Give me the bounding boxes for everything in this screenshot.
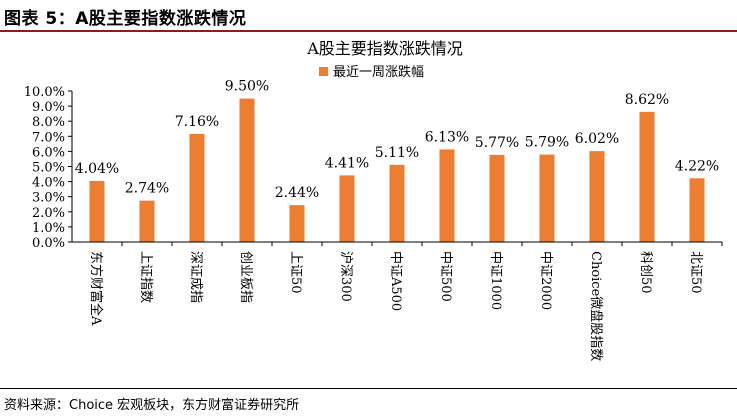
y-tick-label: 0.0% bbox=[32, 236, 65, 251]
x-tick-label: 沪深300 bbox=[338, 251, 354, 302]
y-tick-label: 9.0% bbox=[32, 100, 65, 115]
legend-swatch bbox=[319, 67, 328, 76]
bar bbox=[689, 178, 705, 242]
bar bbox=[639, 111, 655, 242]
bars bbox=[89, 98, 705, 242]
x-tick-label: 北证50 bbox=[688, 251, 703, 294]
x-tick-label: 东方财富全A bbox=[88, 251, 104, 326]
y-tick-label: 1.0% bbox=[32, 221, 65, 236]
x-tick-label: 科创50 bbox=[638, 251, 653, 294]
bar bbox=[539, 154, 555, 242]
bar bbox=[289, 205, 305, 242]
data-label: 6.13% bbox=[425, 129, 469, 145]
x-tick-label: 中证1000 bbox=[488, 251, 503, 310]
data-label: 4.41% bbox=[325, 155, 369, 171]
x-axis-labels: 东方财富全A 上证指数 深证成指 创业板指 上证50 沪深300 中证A500 中证500 中证… bbox=[88, 242, 723, 361]
y-axis: 0.0%1.0%2.0%3.0%4.0%5.0%6.0%7.0%8.0%9.0%… bbox=[24, 85, 72, 251]
x-tick-label: 中证2000 bbox=[538, 251, 553, 310]
figure-title: 图表 5：A股主要指数涨跌情况 bbox=[4, 9, 247, 29]
source-note: 资料来源：Choice 宏观板块，东方财富证券研究所 bbox=[4, 398, 300, 413]
data-label: 5.79% bbox=[525, 135, 569, 151]
bar bbox=[489, 154, 505, 242]
x-tick-label: 上证指数 bbox=[138, 251, 153, 303]
bar-chart: A股主要指数涨跌情况 最近一周涨跌幅 0.0%1.0%2.0%3.0%4.0%5… bbox=[24, 39, 723, 361]
bar bbox=[89, 180, 105, 242]
title-rule bbox=[0, 30, 737, 32]
x-tick-label: 中证500 bbox=[438, 251, 453, 302]
bar bbox=[389, 164, 405, 242]
legend: 最近一周涨跌幅 bbox=[319, 64, 424, 80]
data-label: 2.44% bbox=[275, 185, 319, 201]
data-label: 6.02% bbox=[575, 131, 619, 147]
x-tick-label: 创业板指 bbox=[238, 251, 253, 303]
data-label: 2.74% bbox=[125, 181, 169, 197]
data-label: 4.22% bbox=[675, 158, 719, 174]
data-label: 4.04% bbox=[75, 161, 119, 177]
x-tick-label: 上证50 bbox=[288, 251, 303, 294]
y-tick-label: 6.0% bbox=[32, 145, 65, 160]
x-tick-label: 深证成指 bbox=[188, 251, 203, 303]
y-tick-label: 8.0% bbox=[32, 115, 65, 130]
bar bbox=[339, 175, 355, 242]
y-tick-label: 7.0% bbox=[32, 130, 65, 145]
bar bbox=[189, 133, 205, 242]
data-label: 5.77% bbox=[475, 135, 519, 151]
y-tick-label: 3.0% bbox=[32, 191, 65, 206]
data-label: 8.62% bbox=[625, 92, 669, 108]
bar bbox=[589, 151, 605, 242]
y-tick-label: 2.0% bbox=[32, 206, 65, 221]
legend-label: 最近一周涨跌幅 bbox=[333, 64, 424, 80]
source-rule bbox=[0, 388, 737, 389]
y-tick-label: 4.0% bbox=[32, 176, 65, 191]
x-tick-label: Choice微盘股指数 bbox=[588, 251, 604, 361]
data-labels: 4.04% 2.74% 7.16% 9.50% 2.44% 4.41% 5.11% 6.13%… bbox=[75, 79, 719, 202]
bar bbox=[439, 149, 455, 242]
data-label: 5.11% bbox=[375, 145, 419, 161]
bar bbox=[239, 98, 255, 242]
y-tick-label: 5.0% bbox=[32, 161, 65, 176]
y-tick-label: 10.0% bbox=[24, 85, 65, 100]
x-tick-label: 中证A500 bbox=[388, 251, 403, 311]
data-label: 9.50% bbox=[225, 79, 269, 95]
data-label: 7.16% bbox=[175, 114, 219, 130]
chart-title: A股主要指数涨跌情况 bbox=[306, 39, 463, 58]
bar bbox=[139, 200, 155, 242]
